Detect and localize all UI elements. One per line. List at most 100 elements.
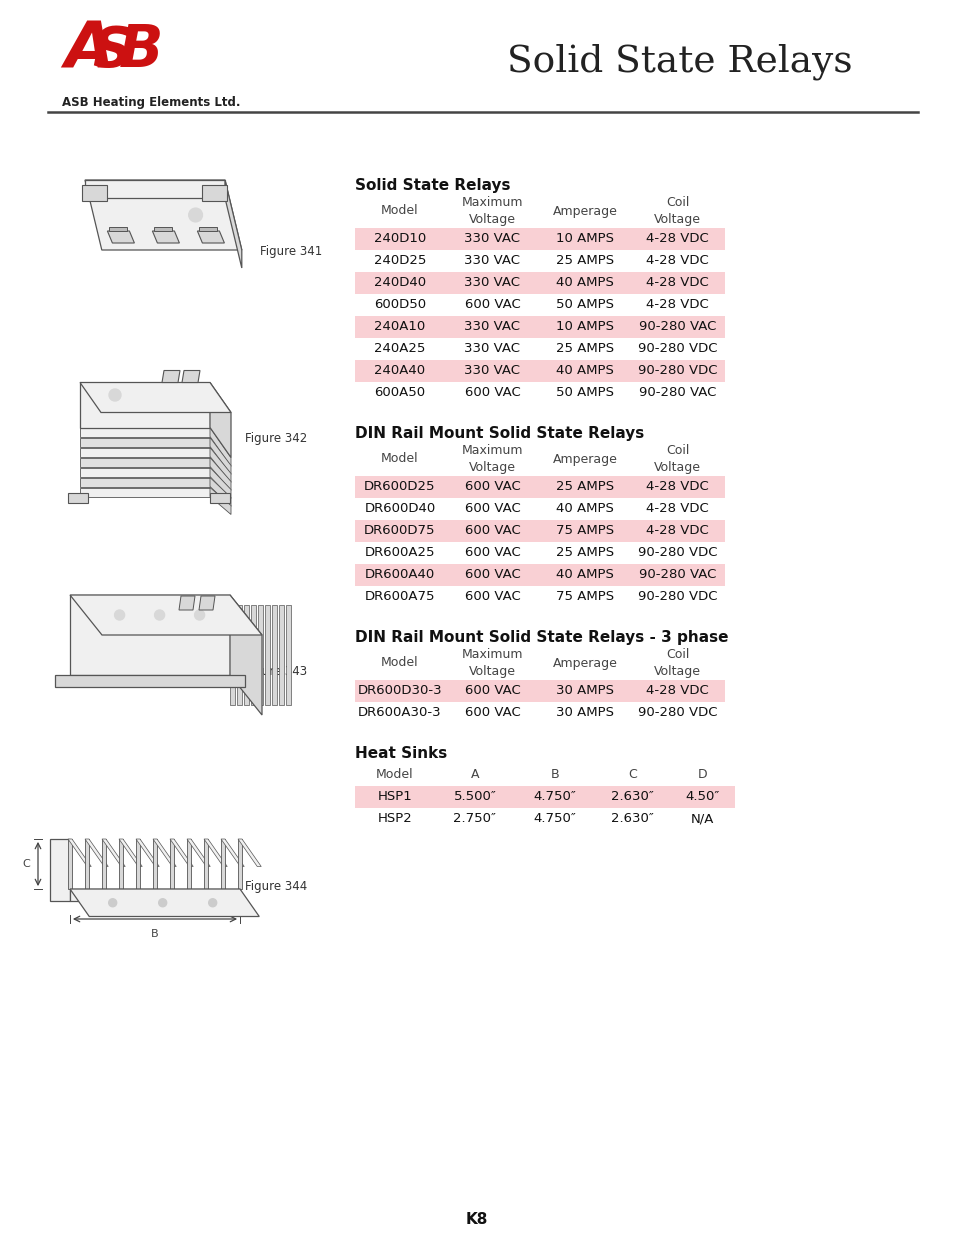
- Text: HSP1: HSP1: [377, 790, 412, 804]
- Text: Coil
Voltage: Coil Voltage: [654, 445, 700, 473]
- Text: DR600D40: DR600D40: [364, 503, 436, 515]
- Text: B: B: [119, 22, 163, 79]
- Polygon shape: [68, 493, 88, 503]
- Text: Figure 343: Figure 343: [245, 664, 307, 678]
- Text: Heat Sinks: Heat Sinks: [355, 746, 447, 761]
- Text: 330 VAC: 330 VAC: [464, 342, 520, 356]
- Polygon shape: [102, 839, 125, 867]
- Text: 10 AMPS: 10 AMPS: [556, 232, 614, 246]
- Text: 600 VAC: 600 VAC: [464, 387, 519, 399]
- Polygon shape: [152, 231, 179, 243]
- Text: N/A: N/A: [690, 813, 714, 825]
- Text: 25 AMPS: 25 AMPS: [556, 547, 614, 559]
- Text: Figure 341: Figure 341: [260, 245, 322, 258]
- Text: 330 VAC: 330 VAC: [464, 277, 520, 289]
- Polygon shape: [85, 180, 225, 198]
- Polygon shape: [136, 839, 140, 889]
- Text: 4-28 VDC: 4-28 VDC: [645, 254, 708, 268]
- Polygon shape: [152, 839, 176, 867]
- Text: 240D10: 240D10: [374, 232, 426, 246]
- Polygon shape: [210, 427, 231, 467]
- Text: DIN Rail Mount Solid State Relays: DIN Rail Mount Solid State Relays: [355, 426, 643, 441]
- Text: DR600D75: DR600D75: [364, 525, 436, 537]
- Text: 25 AMPS: 25 AMPS: [556, 342, 614, 356]
- Text: Maximum
Voltage: Maximum Voltage: [461, 648, 522, 678]
- Text: 4-28 VDC: 4-28 VDC: [645, 684, 708, 698]
- Polygon shape: [85, 839, 108, 867]
- Polygon shape: [110, 227, 128, 231]
- Text: 40 AMPS: 40 AMPS: [556, 277, 614, 289]
- Text: Solid State Relays: Solid State Relays: [355, 178, 510, 193]
- Text: Amperage: Amperage: [552, 657, 617, 669]
- Polygon shape: [80, 457, 210, 467]
- Polygon shape: [154, 227, 172, 231]
- Text: Figure 342: Figure 342: [245, 432, 307, 445]
- FancyBboxPatch shape: [355, 785, 734, 808]
- Polygon shape: [85, 839, 89, 889]
- Text: 330 VAC: 330 VAC: [464, 321, 520, 333]
- Text: 330 VAC: 330 VAC: [464, 364, 520, 378]
- Text: 90-280 VDC: 90-280 VDC: [638, 547, 717, 559]
- Polygon shape: [187, 839, 210, 867]
- Polygon shape: [70, 889, 259, 916]
- Text: S: S: [91, 23, 132, 78]
- Polygon shape: [202, 185, 227, 201]
- Polygon shape: [272, 605, 276, 705]
- Text: 40 AMPS: 40 AMPS: [556, 364, 614, 378]
- Text: 330 VAC: 330 VAC: [464, 232, 520, 246]
- Polygon shape: [70, 595, 262, 635]
- Text: Model: Model: [381, 452, 418, 466]
- Text: 90-280 VAC: 90-280 VAC: [639, 387, 716, 399]
- Polygon shape: [230, 595, 262, 715]
- Circle shape: [209, 899, 216, 906]
- Polygon shape: [278, 605, 284, 705]
- Text: 50 AMPS: 50 AMPS: [556, 387, 614, 399]
- Polygon shape: [237, 839, 261, 867]
- Text: B: B: [550, 767, 558, 781]
- Text: 600 VAC: 600 VAC: [464, 684, 519, 698]
- Text: DR600D25: DR600D25: [364, 480, 436, 494]
- Text: DR600A30-3: DR600A30-3: [357, 706, 441, 720]
- Polygon shape: [68, 839, 71, 889]
- Text: 4.750″: 4.750″: [533, 790, 576, 804]
- FancyBboxPatch shape: [355, 520, 724, 542]
- Text: 4-28 VDC: 4-28 VDC: [645, 299, 708, 311]
- Text: 600 VAC: 600 VAC: [464, 299, 519, 311]
- Polygon shape: [162, 370, 180, 383]
- Circle shape: [109, 899, 116, 906]
- Text: 90-280 VDC: 90-280 VDC: [638, 342, 717, 356]
- Text: 240A10: 240A10: [374, 321, 425, 333]
- Text: 600A50: 600A50: [374, 387, 425, 399]
- Text: 5.500″: 5.500″: [453, 790, 496, 804]
- Polygon shape: [230, 605, 234, 705]
- Text: 90-280 VDC: 90-280 VDC: [638, 590, 717, 604]
- Text: 600 VAC: 600 VAC: [464, 547, 519, 559]
- Text: 4.750″: 4.750″: [533, 813, 576, 825]
- Circle shape: [194, 610, 204, 620]
- Text: 4-28 VDC: 4-28 VDC: [645, 232, 708, 246]
- Text: 30 AMPS: 30 AMPS: [556, 684, 614, 698]
- Text: DIN Rail Mount Solid State Relays - 3 phase: DIN Rail Mount Solid State Relays - 3 ph…: [355, 630, 728, 645]
- Polygon shape: [251, 605, 255, 705]
- Text: DR600A25: DR600A25: [364, 547, 435, 559]
- Circle shape: [154, 610, 165, 620]
- Text: 4-28 VDC: 4-28 VDC: [645, 525, 708, 537]
- FancyBboxPatch shape: [355, 680, 724, 701]
- FancyBboxPatch shape: [355, 475, 724, 498]
- FancyBboxPatch shape: [355, 228, 724, 249]
- Polygon shape: [286, 605, 291, 705]
- Polygon shape: [210, 493, 230, 503]
- Text: 600D50: 600D50: [374, 299, 426, 311]
- Text: 240D40: 240D40: [374, 277, 426, 289]
- Polygon shape: [210, 447, 231, 483]
- Text: 90-280 VAC: 90-280 VAC: [639, 321, 716, 333]
- Text: 330 VAC: 330 VAC: [464, 254, 520, 268]
- Text: 25 AMPS: 25 AMPS: [556, 254, 614, 268]
- Text: DR600A40: DR600A40: [364, 568, 435, 582]
- Polygon shape: [210, 457, 231, 490]
- Polygon shape: [68, 839, 91, 867]
- Polygon shape: [82, 185, 108, 201]
- Text: 75 AMPS: 75 AMPS: [556, 525, 614, 537]
- Circle shape: [189, 207, 202, 222]
- FancyBboxPatch shape: [355, 316, 724, 338]
